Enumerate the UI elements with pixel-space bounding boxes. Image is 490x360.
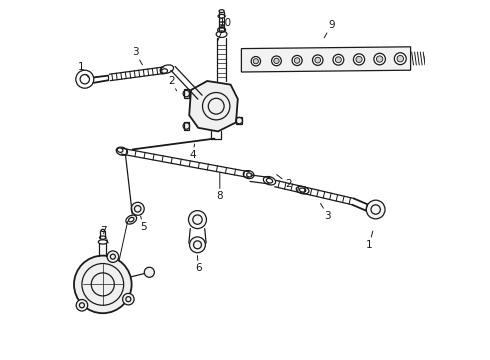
Circle shape — [353, 54, 365, 65]
Circle shape — [144, 267, 154, 277]
Polygon shape — [184, 122, 189, 130]
Circle shape — [333, 54, 344, 65]
Polygon shape — [236, 117, 243, 124]
Circle shape — [356, 56, 362, 63]
Circle shape — [376, 56, 383, 62]
Text: 6: 6 — [195, 256, 201, 273]
Text: 5: 5 — [140, 216, 147, 232]
Circle shape — [397, 55, 404, 62]
Polygon shape — [184, 89, 189, 98]
Text: 3: 3 — [320, 203, 331, 221]
Ellipse shape — [126, 215, 137, 224]
Circle shape — [131, 202, 144, 215]
Circle shape — [294, 58, 300, 63]
Circle shape — [107, 251, 119, 262]
Circle shape — [189, 211, 206, 229]
Circle shape — [315, 57, 320, 63]
Text: 9: 9 — [324, 20, 335, 38]
Circle shape — [74, 256, 132, 313]
Circle shape — [274, 58, 279, 63]
Text: 3: 3 — [132, 47, 143, 65]
Text: 1: 1 — [78, 62, 88, 77]
Circle shape — [190, 237, 205, 253]
Text: 8: 8 — [217, 173, 223, 201]
Text: 7: 7 — [100, 226, 108, 243]
Text: 2: 2 — [168, 76, 176, 91]
Polygon shape — [242, 47, 411, 72]
Text: 10: 10 — [218, 18, 232, 40]
Text: 4: 4 — [190, 144, 196, 160]
Circle shape — [374, 53, 386, 65]
Circle shape — [251, 57, 261, 66]
Circle shape — [394, 53, 406, 65]
Circle shape — [367, 200, 385, 219]
Text: 1: 1 — [366, 231, 373, 250]
Circle shape — [253, 59, 258, 64]
Polygon shape — [189, 81, 238, 131]
Circle shape — [76, 300, 88, 311]
Text: 2: 2 — [277, 175, 292, 189]
Circle shape — [292, 55, 302, 66]
Circle shape — [336, 57, 342, 63]
Circle shape — [122, 293, 134, 305]
Circle shape — [313, 55, 323, 66]
Circle shape — [271, 56, 281, 66]
